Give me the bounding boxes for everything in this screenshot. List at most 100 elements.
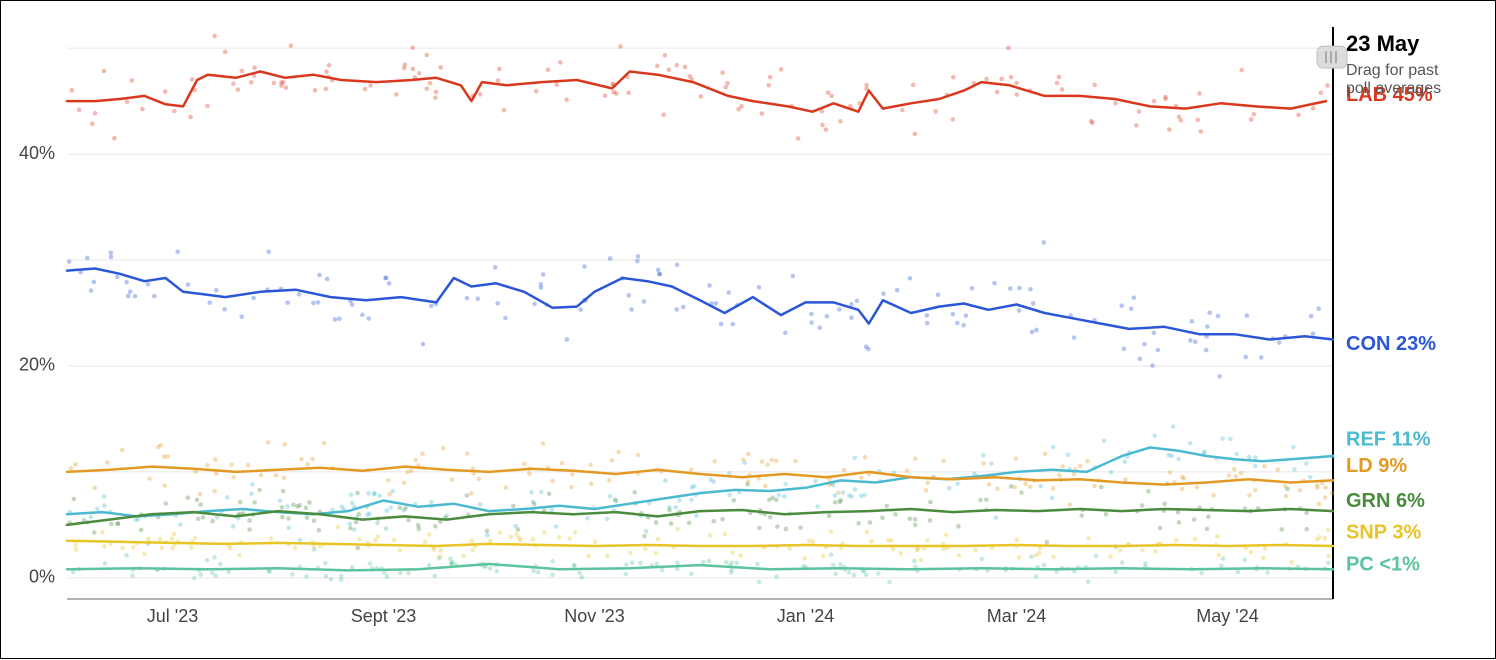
- poll-dot: [402, 480, 407, 485]
- poll-dot: [1261, 555, 1266, 560]
- poll-dot: [212, 489, 217, 494]
- poll-dot: [488, 566, 493, 571]
- poll-dot: [826, 90, 831, 95]
- poll-dot: [1180, 487, 1185, 492]
- drag-handle[interactable]: [1317, 46, 1347, 68]
- poll-dot: [1275, 467, 1280, 472]
- poll-dot: [995, 486, 1000, 491]
- poll-dot: [1319, 90, 1324, 95]
- poll-dot: [900, 108, 905, 113]
- series-line-lab: [67, 72, 1326, 112]
- poll-dot: [1233, 474, 1238, 479]
- legend-grn: GRN 6%: [1346, 490, 1425, 512]
- poll-dot: [470, 548, 475, 553]
- poll-dot: [327, 63, 332, 68]
- poll-dot: [992, 281, 997, 286]
- poll-dot: [376, 534, 381, 539]
- poll-dot: [852, 573, 857, 578]
- poll-dot: [428, 81, 433, 86]
- poll-dot: [730, 550, 735, 555]
- poll-dot: [1196, 118, 1201, 123]
- poll-dot: [240, 69, 245, 74]
- poll-dot: [251, 296, 256, 301]
- poll-dot: [324, 574, 329, 579]
- poll-dot: [961, 323, 966, 328]
- poll-dot: [1146, 489, 1151, 494]
- poll-dot: [335, 525, 340, 530]
- poll-dot: [560, 461, 565, 466]
- poll-dot: [836, 491, 841, 496]
- poll-dot: [1205, 527, 1210, 532]
- poll-dot: [642, 534, 647, 539]
- poll-dot: [569, 485, 574, 490]
- poll-dot: [1193, 536, 1198, 541]
- poll-dot: [527, 471, 532, 476]
- poll-dot: [236, 87, 241, 92]
- poll-dot: [250, 482, 255, 487]
- poll-dot: [367, 511, 372, 516]
- poll-dot: [532, 302, 537, 307]
- poll-dot: [766, 83, 771, 88]
- legend-con: CON 23%: [1346, 333, 1436, 355]
- poll-dot: [349, 492, 354, 497]
- poll-dot: [192, 576, 197, 581]
- poll-dot: [305, 515, 310, 520]
- poll-dot: [809, 320, 814, 325]
- poll-dot: [387, 281, 392, 286]
- poll-dot: [712, 459, 717, 464]
- x-tick-label: Jan '24: [777, 606, 834, 626]
- poll-dot: [355, 546, 360, 551]
- poll-dot: [687, 521, 692, 526]
- poll-dot: [636, 453, 641, 458]
- poll-dot: [757, 526, 762, 531]
- poll-dot: [311, 301, 316, 306]
- poll-dot: [1239, 471, 1244, 476]
- poll-dot: [146, 536, 151, 541]
- poll-dot: [214, 471, 219, 476]
- poll-dot: [813, 479, 818, 484]
- poll-dot: [469, 491, 474, 496]
- poll-dot: [485, 533, 490, 538]
- x-tick-label: May '24: [1196, 606, 1258, 626]
- poll-dot: [1152, 99, 1157, 104]
- legend-ref: REF 11%: [1346, 428, 1431, 450]
- date-title: 23 May: [1346, 31, 1420, 56]
- poll-dot: [1006, 46, 1011, 51]
- poll-dot: [360, 313, 365, 318]
- poll-dot: [1042, 563, 1047, 568]
- poll-dot: [1232, 467, 1237, 472]
- poll-dot: [1142, 342, 1147, 347]
- poll-dot: [893, 512, 898, 517]
- poll-dot: [392, 538, 397, 543]
- legend-pc: PC <1%: [1346, 553, 1420, 575]
- poll-dot: [683, 65, 688, 70]
- poll-dot: [987, 482, 992, 487]
- poll-dot: [603, 93, 608, 98]
- poll-dot: [913, 523, 918, 528]
- poll-dot: [1326, 528, 1331, 533]
- poll-dot: [120, 448, 125, 453]
- poll-dot: [1140, 548, 1145, 553]
- poll-dot: [655, 562, 660, 567]
- poll-dot: [1174, 538, 1179, 543]
- poll-dot: [979, 557, 984, 562]
- poll-dot: [356, 512, 361, 517]
- poll-dot: [1152, 433, 1157, 438]
- poll-dot: [427, 532, 432, 537]
- poll-dot: [570, 472, 575, 477]
- poll-dot: [1038, 484, 1043, 489]
- poll-dot: [775, 524, 780, 529]
- poll-dot: [1277, 340, 1282, 345]
- poll-dot: [674, 307, 679, 312]
- poll-dot: [899, 551, 904, 556]
- poll-dot: [304, 574, 309, 579]
- poll-dot: [1265, 570, 1270, 575]
- poll-dot: [1162, 502, 1167, 507]
- poll-dot: [720, 70, 725, 75]
- poll-dot: [1167, 127, 1172, 132]
- poll-dot: [297, 292, 302, 297]
- poll-dot: [438, 548, 443, 553]
- poll-dot: [128, 289, 133, 294]
- poll-dot: [163, 483, 168, 488]
- poll-dot: [1285, 487, 1290, 492]
